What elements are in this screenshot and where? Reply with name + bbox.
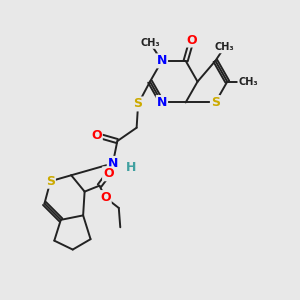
Text: CH₃: CH₃ (140, 38, 160, 48)
Text: S: S (46, 175, 55, 188)
Text: S: S (211, 96, 220, 109)
Text: S: S (134, 98, 142, 110)
Text: O: O (103, 167, 114, 180)
Text: N: N (157, 54, 167, 67)
Text: CH₃: CH₃ (238, 76, 258, 87)
Text: O: O (100, 191, 111, 204)
Text: N: N (108, 157, 118, 170)
Text: N: N (157, 96, 167, 109)
Text: O: O (186, 34, 197, 46)
Text: CH₃: CH₃ (214, 43, 234, 52)
Text: O: O (91, 129, 102, 142)
Text: H: H (125, 161, 136, 174)
